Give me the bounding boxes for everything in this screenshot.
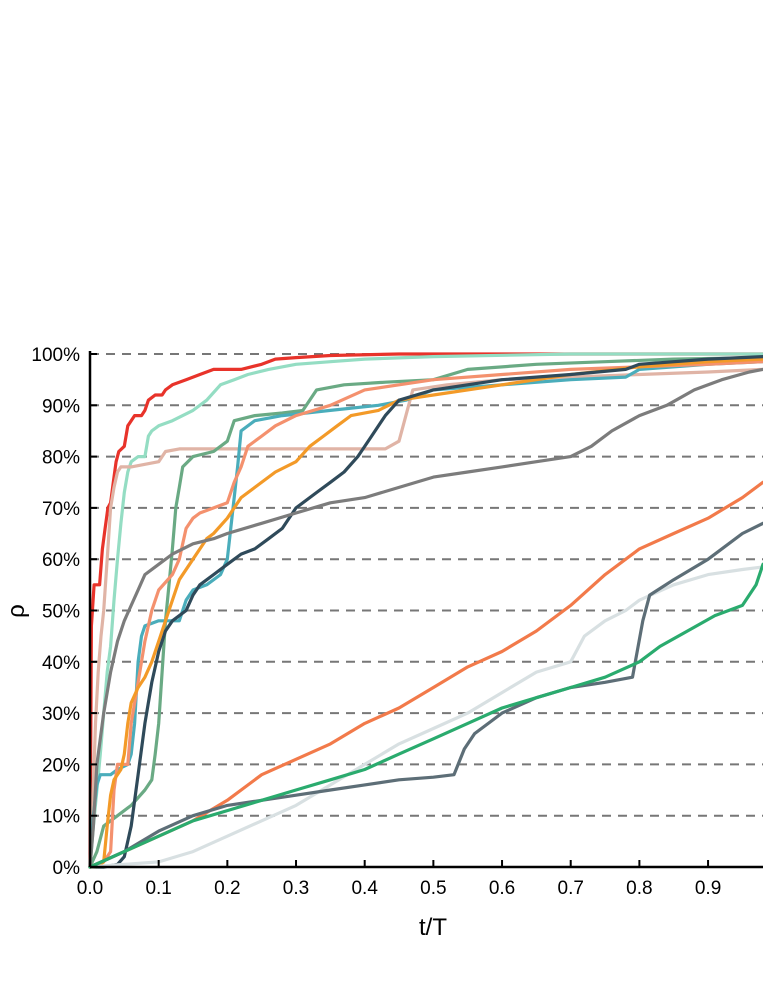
x-tick-label: 0.1 — [145, 878, 171, 899]
y-tick-label: 100% — [31, 345, 80, 366]
y-tick-label: 30% — [42, 704, 80, 725]
x-tick-label: 0.3 — [283, 878, 309, 899]
x-tick-label: 0.9 — [695, 878, 721, 899]
series-line-7 — [88, 357, 763, 869]
series-line-3 — [88, 367, 763, 869]
x-tick-label: 0.8 — [626, 878, 652, 899]
y-tick-label: 90% — [42, 396, 80, 417]
y-tick-label: 0% — [53, 858, 81, 879]
series-line-8 — [88, 355, 763, 869]
axes — [88, 351, 763, 869]
x-tick-label: 0.4 — [351, 878, 378, 899]
x-tick-label: 0.6 — [489, 878, 515, 899]
y-tick-label: 20% — [42, 755, 80, 776]
series-line-1 — [88, 352, 763, 869]
grid-lines — [90, 353, 763, 817]
x-tick-label: 0.0 — [77, 878, 103, 899]
series-line-13 — [88, 562, 763, 869]
series-lines — [88, 352, 763, 869]
y-tick-label: 80% — [42, 448, 80, 469]
x-tick-label: 0.7 — [558, 878, 584, 899]
y-tick-label: 60% — [42, 550, 80, 571]
y-axis-label: ρ — [3, 604, 30, 618]
y-tick-label: 40% — [42, 653, 80, 674]
series-line-5 — [88, 360, 763, 869]
series-line-4 — [88, 356, 763, 869]
series-line-6 — [88, 360, 763, 869]
x-tick-label: 0.5 — [420, 878, 446, 899]
y-tick-label: 70% — [42, 499, 80, 520]
y-tick-label: 50% — [42, 602, 80, 623]
y-ticks: 0% 10% 20% 30% 40% 50% 60% 70% 80% 90% 100% — [31, 345, 97, 879]
series-line-12 — [88, 521, 763, 869]
series-line-9 — [88, 367, 763, 869]
x-ticks: 0.0 0.1 0.2 0.3 0.4 0.5 0.6 0.7 0.8 0.9 — [77, 860, 721, 899]
x-tick-label: 0.2 — [214, 878, 240, 899]
y-tick-label: 10% — [42, 807, 80, 828]
x-axis-label: t/T — [419, 914, 447, 941]
series-line-2 — [88, 352, 763, 869]
series-line-10 — [88, 480, 763, 869]
